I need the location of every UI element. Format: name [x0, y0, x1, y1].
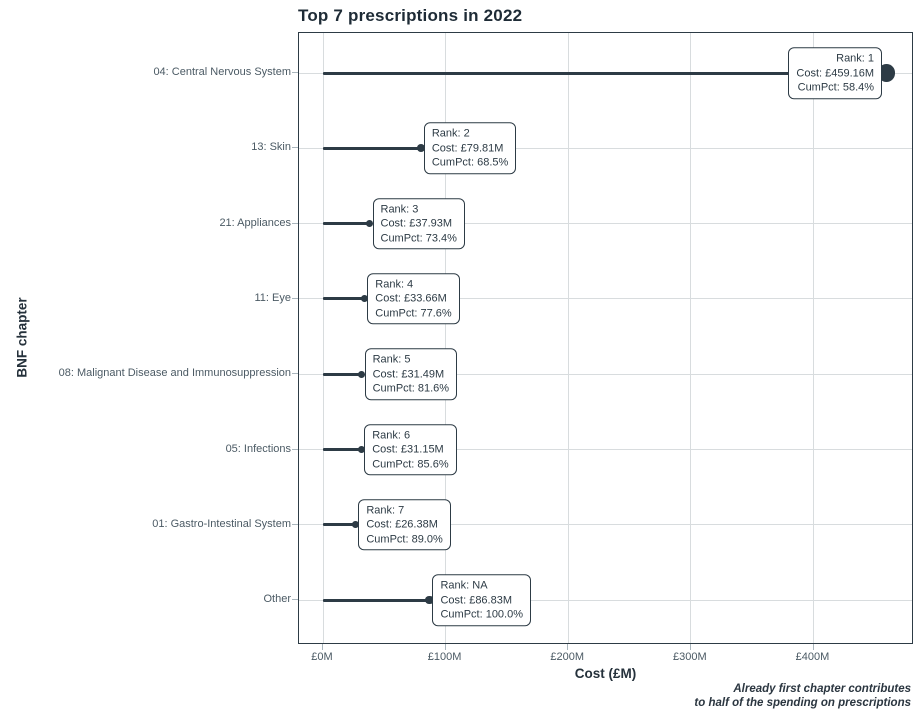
- y-tick-label: 05: Infections: [225, 442, 291, 455]
- lollipop-stem: [323, 71, 887, 75]
- y-tick-label: 04: Central Nervous System: [153, 66, 291, 78]
- y-gridline: [299, 223, 912, 225]
- lollipop-stem: [323, 598, 430, 602]
- x-gridline: [445, 33, 447, 643]
- x-tick-label: £300M: [673, 651, 707, 663]
- x-tick-label: £0M: [311, 651, 333, 663]
- lollipop-point: [366, 220, 373, 228]
- lollipop-point: [352, 521, 359, 529]
- annotation-cost: Cost: £31.15M: [372, 443, 444, 456]
- y-axis-tick: [292, 523, 298, 525]
- lollipop-stem: [323, 297, 365, 301]
- x-axis-tick: [567, 644, 569, 650]
- plot-panel: Rank: 1 Cost: £459.16M CumPct: 58.4% Rank: …: [298, 32, 913, 644]
- annotation-cumpct: CumPct: 85.6%: [372, 457, 449, 470]
- lollipop-point: [425, 596, 434, 605]
- annotation-rank: Rank: 4: [375, 278, 414, 291]
- annotation-cumpct: CumPct: 77.6%: [375, 307, 452, 320]
- x-axis-tick: [689, 644, 691, 650]
- y-tick-label: Other: [263, 593, 291, 606]
- annotation-rank: Rank: 7: [366, 504, 405, 517]
- y-tick-label: 01: Gastro-Intestinal System: [152, 517, 291, 530]
- y-tick-label: 13: Skin: [251, 141, 291, 154]
- y-gridline: [299, 524, 912, 526]
- y-tick-label: 21: Appliances: [219, 216, 291, 229]
- annotation-box: Rank: 6 Cost: £31.15M CumPct: 85.6%: [364, 423, 457, 476]
- y-axis-tick: [292, 448, 298, 450]
- annotation-box: Rank: 2 Cost: £79.81M CumPct: 68.5%: [423, 122, 517, 175]
- annotation-cumpct: CumPct: 68.5%: [431, 156, 509, 169]
- y-axis-tick: [292, 373, 298, 375]
- x-gridline: [813, 33, 814, 643]
- lollipop-stem: [323, 448, 362, 451]
- y-tick-label: 11: Eye: [254, 291, 292, 304]
- y-tick-label: 08: Malignant Disease and Immunosuppress…: [58, 367, 291, 380]
- annotation-box: Rank: 3 Cost: £37.93M CumPct: 73.4%: [372, 197, 465, 250]
- x-axis-tick: [322, 644, 323, 650]
- annotation-cost: Cost: £86.83M: [440, 593, 513, 606]
- x-tick-label: £100M: [427, 651, 462, 663]
- annotation-rank: Rank: 5: [372, 353, 411, 366]
- lollipop-point: [357, 446, 365, 453]
- lollipop-point: [358, 370, 365, 378]
- y-axis-tick: [292, 147, 298, 149]
- lollipop-stem: [323, 523, 356, 527]
- caption-line-2: to half of the spending on prescriptions: [694, 697, 911, 709]
- lollipop-point: [416, 144, 425, 153]
- y-axis-tick: [292, 297, 298, 299]
- lollipop-point: [360, 295, 368, 303]
- annotation-cumpct: CumPct: 73.4%: [380, 231, 457, 244]
- annotation-box: Rank: 5 Cost: £31.49M CumPct: 81.6%: [364, 348, 458, 400]
- annotation-cost: Cost: £37.93M: [380, 217, 453, 230]
- annotation-cost: Cost: £459.16M: [796, 66, 875, 79]
- annotation-box: Rank: NA Cost: £86.83M CumPct: 100.0%: [432, 574, 532, 626]
- y-gridline: [299, 147, 912, 149]
- annotation-cumpct: CumPct: 89.0%: [366, 533, 443, 546]
- annotation-rank: Rank: NA: [440, 579, 488, 592]
- lollipop-stem: [323, 372, 362, 376]
- annotation-rank: Rank: 2: [431, 127, 470, 140]
- x-gridline: [322, 33, 324, 643]
- y-gridline: [299, 449, 912, 450]
- caption-line-1: Already first chapter contributes: [733, 683, 911, 695]
- annotation-rank: Rank: 1: [836, 52, 875, 65]
- annotation-cumpct: CumPct: 100.0%: [440, 608, 524, 621]
- y-gridline: [299, 373, 912, 375]
- y-gridline: [299, 298, 912, 300]
- x-axis-tick: [444, 644, 446, 650]
- annotation-rank: Rank: 3: [380, 202, 419, 215]
- x-gridline: [567, 33, 569, 643]
- y-axis-tick: [292, 599, 298, 601]
- annotation-cost: Cost: £79.81M: [431, 142, 504, 155]
- chart-caption: Already first chapter contributes to hal…: [694, 682, 911, 710]
- lollipop-stem: [323, 222, 370, 226]
- annotation-cost: Cost: £33.66M: [375, 292, 447, 305]
- y-gridline: [299, 599, 912, 601]
- chart-title: Top 7 prescriptions in 2022: [298, 6, 523, 25]
- annotation-box: Rank: 1 Cost: £459.16M CumPct: 58.4%: [788, 47, 883, 99]
- y-axis-title: BNF chapter: [14, 297, 30, 378]
- lollipop-stem: [323, 146, 421, 150]
- x-axis-title: Cost (£M): [574, 666, 637, 681]
- x-gridline: [690, 33, 692, 643]
- x-tick-label: £200M: [550, 651, 585, 663]
- annotation-box: Rank: 4 Cost: £33.66M CumPct: 77.6%: [367, 273, 460, 325]
- y-axis-tick: [292, 72, 298, 73]
- annotation-cumpct: CumPct: 81.6%: [372, 382, 450, 395]
- annotation-cost: Cost: £31.49M: [372, 367, 445, 380]
- x-tick-label: £400M: [795, 651, 830, 663]
- y-axis-tick: [292, 222, 298, 224]
- annotation-box: Rank: 7 Cost: £26.38M CumPct: 89.0%: [358, 499, 451, 551]
- annotation-cumpct: CumPct: 58.4%: [797, 81, 875, 94]
- annotation-cost: Cost: £26.38M: [366, 518, 438, 531]
- annotation-rank: Rank: 6: [372, 428, 411, 441]
- x-axis-tick: [812, 644, 814, 650]
